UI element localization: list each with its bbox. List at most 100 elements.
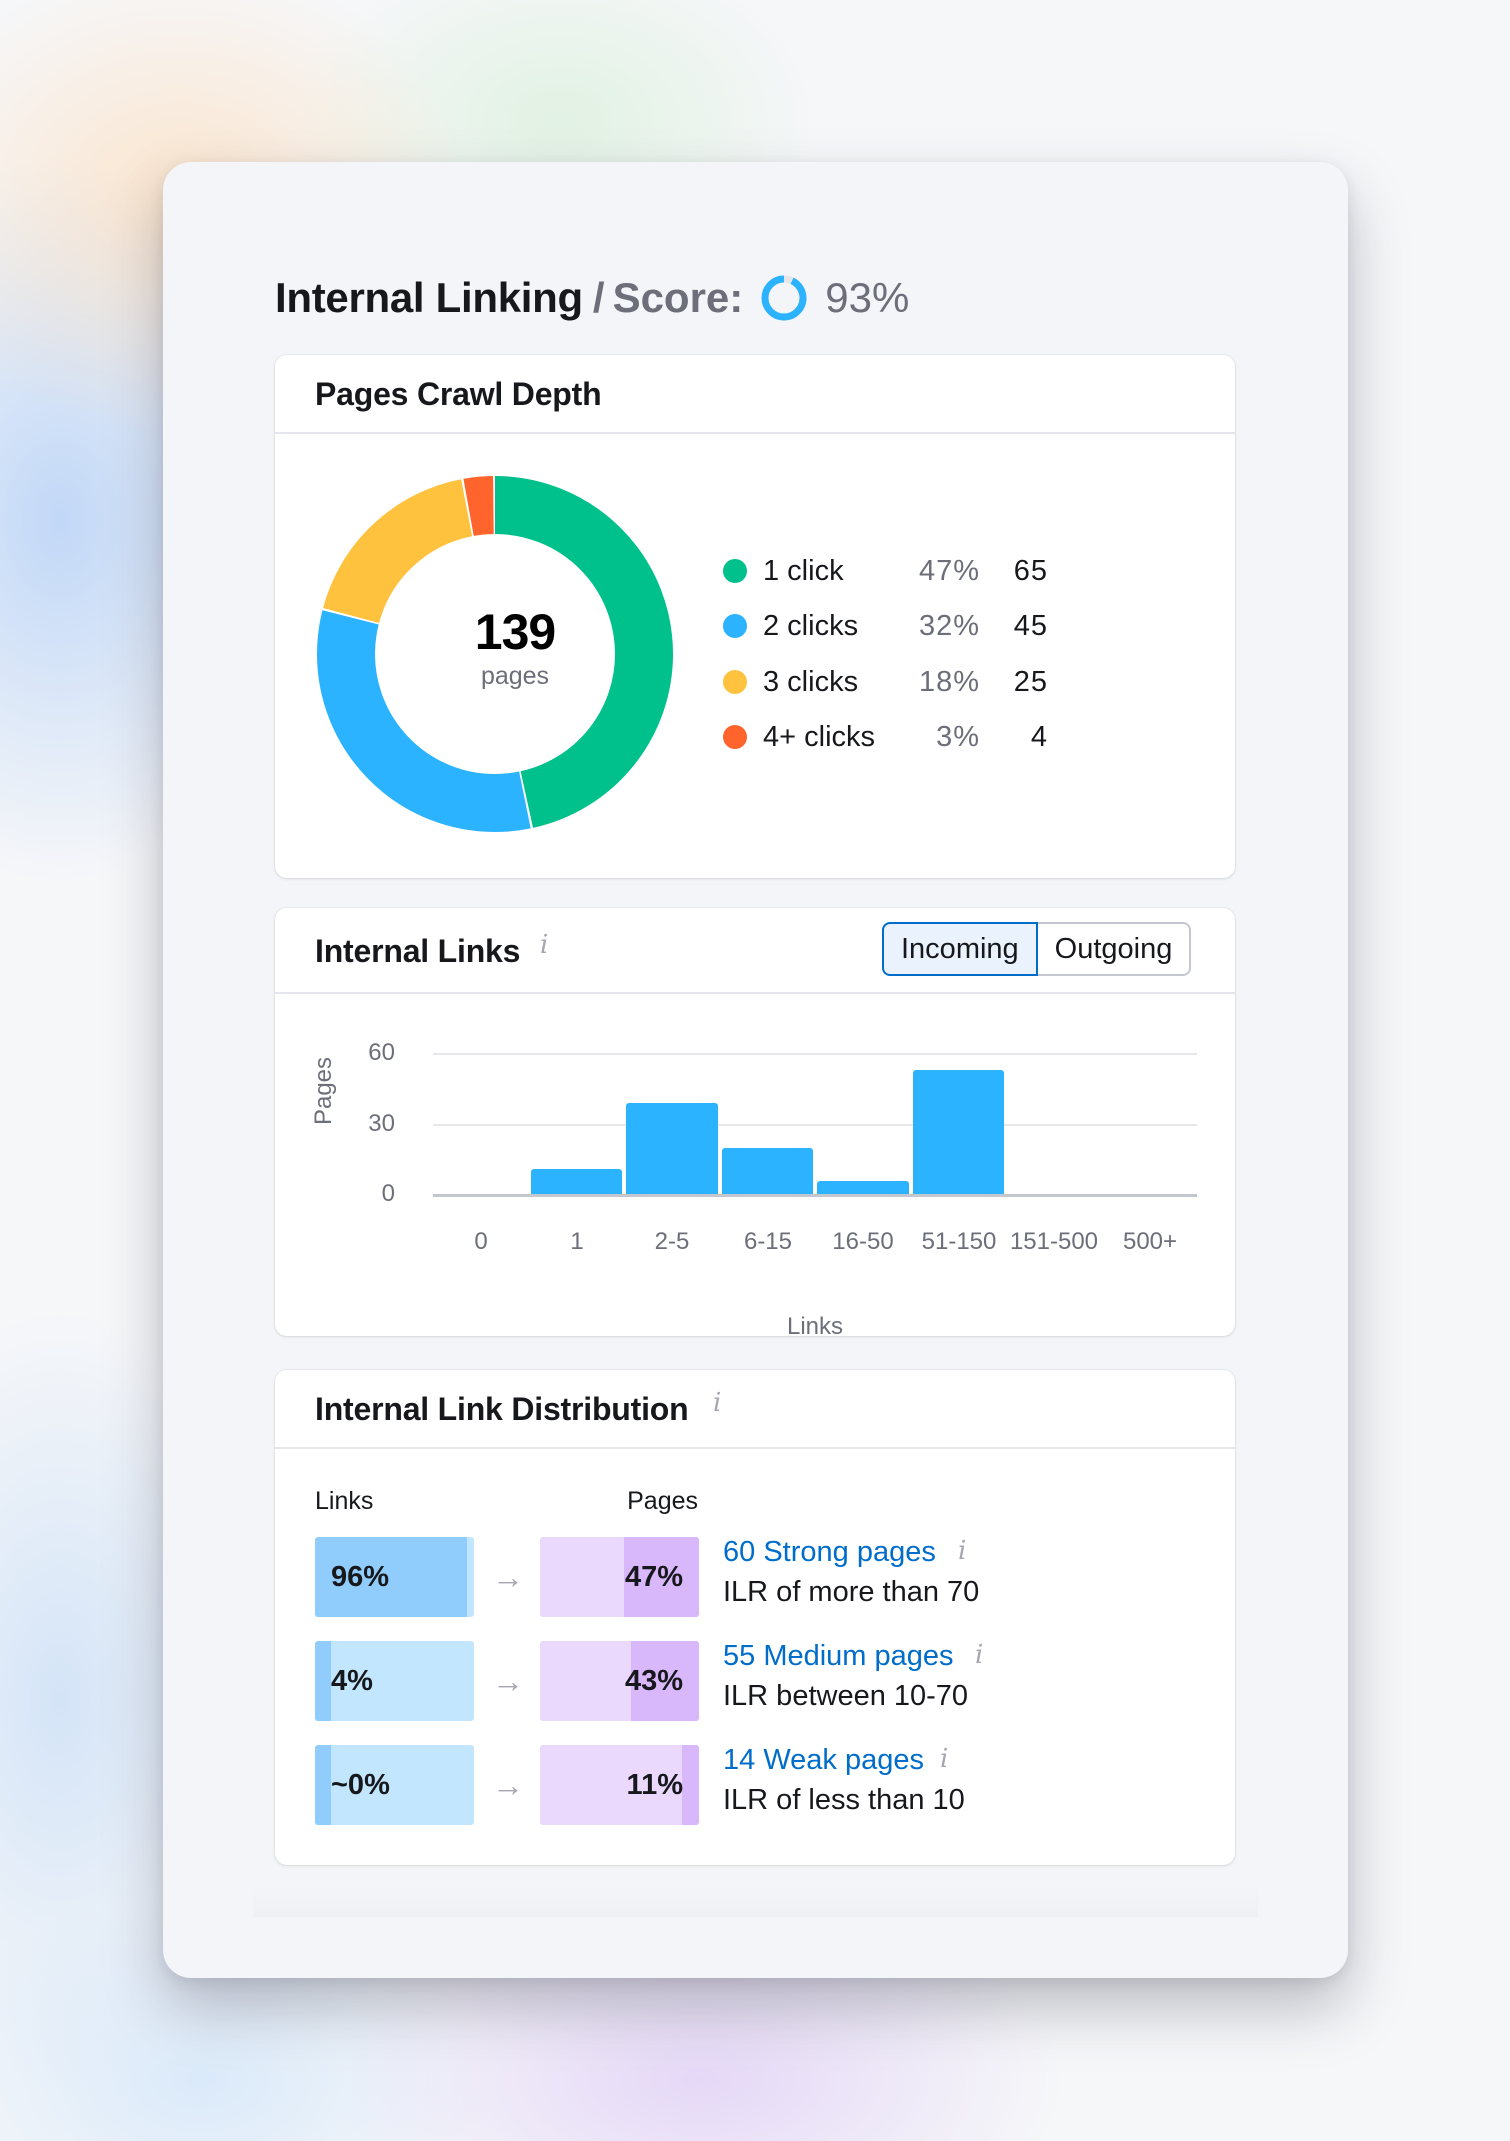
pages-share-value: 11% <box>626 1769 683 1801</box>
page-title: Internal Linking <box>275 274 583 321</box>
info-icon[interactable]: i <box>940 1744 949 1774</box>
x-tick: 6-15 <box>743 1228 793 1255</box>
legend-percent: 3% <box>936 721 980 753</box>
legend-count: 4 <box>1030 721 1048 753</box>
crawl-depth-donut-chart <box>317 476 673 832</box>
legend-label: 1 click <box>763 555 844 587</box>
panel-header: Internal Link Distribution i <box>275 1370 1235 1449</box>
donut-segment[interactable] <box>317 476 673 832</box>
links-share-value: ~0% <box>331 1769 390 1801</box>
crawl-depth-panel: Pages Crawl Depth 139 pages 1 click 47% … <box>275 355 1235 878</box>
legend-count: 25 <box>1013 666 1048 698</box>
legend-item-3-clicks[interactable]: 3 clicks 18% 25 <box>710 662 1070 702</box>
arrow-right-icon: → <box>492 1663 524 1699</box>
y-tick-60: 60 <box>368 1039 395 1066</box>
legend-item-4plus-clicks[interactable]: 4+ clicks 3% 4 <box>710 717 1070 757</box>
panel-title: Pages Crawl Depth <box>315 376 602 412</box>
panel-title: Internal Links <box>315 933 521 969</box>
strong-pages-description: ILR of more than 70 <box>723 1576 980 1608</box>
score-label: Score: <box>612 274 744 321</box>
y-axis-label: Pages <box>310 1056 337 1126</box>
legend-item-1-click[interactable]: 1 click 47% 65 <box>710 551 1070 591</box>
x-axis-label: Links <box>786 1313 844 1340</box>
bar-1[interactable] <box>530 1169 622 1195</box>
links-share-value: 4% <box>331 1665 373 1697</box>
x-tick: 1 <box>570 1228 584 1255</box>
bar-2-5[interactable] <box>626 1103 718 1195</box>
card-footer-strip <box>253 1887 1258 1917</box>
bar-6-15[interactable] <box>721 1148 813 1195</box>
legend-dot-icon <box>723 725 747 749</box>
x-axis-line <box>433 1194 1197 1197</box>
pages-share-bar: 11% <box>540 1745 699 1825</box>
arrow-right-icon: → <box>492 1767 524 1803</box>
strong-pages-link[interactable]: 60 Strong pages <box>723 1536 936 1568</box>
panel-header: Pages Crawl Depth <box>275 355 1235 434</box>
x-tick: 16-50 <box>832 1228 894 1255</box>
links-share-fill <box>315 1537 467 1617</box>
pages-share-fill <box>631 1641 699 1721</box>
donut-total: 139 <box>474 604 556 660</box>
link-distribution-panel: Internal Link Distribution i Links Pages… <box>275 1370 1235 1865</box>
gridline-60 <box>433 1053 1197 1055</box>
internal-links-panel: Internal Links i Incoming Outgoing Pages… <box>275 908 1235 1340</box>
gridline-30 <box>433 1124 1197 1126</box>
legend-percent: 47% <box>918 555 980 587</box>
info-icon[interactable]: i <box>958 1536 967 1566</box>
legend-dot-icon <box>723 670 747 694</box>
score-value: 93% <box>825 274 910 321</box>
legend-item-2-clicks[interactable]: 2 clicks 32% 45 <box>710 606 1070 646</box>
links-share-fill <box>315 1641 331 1721</box>
info-icon[interactable]: i <box>540 930 549 960</box>
legend-count: 45 <box>1013 610 1048 642</box>
pages-share-bar: 43% <box>540 1641 699 1721</box>
legend-percent: 32% <box>918 610 980 642</box>
links-share-value: 96% <box>331 1561 390 1593</box>
outgoing-toggle-button[interactable]: Outgoing <box>1037 922 1192 976</box>
links-share-bar: ~0% <box>315 1745 474 1825</box>
links-column-header: Links <box>315 1487 374 1515</box>
x-tick: 500+ <box>1122 1228 1178 1255</box>
pages-share-fill <box>624 1537 699 1617</box>
title-separator: / <box>592 274 605 321</box>
info-icon[interactable]: i <box>975 1640 984 1670</box>
legend-label: 3 clicks <box>763 666 859 698</box>
legend-count: 65 <box>1013 555 1048 587</box>
medium-pages-description: ILR between 10-70 <box>723 1680 969 1712</box>
legend-label: 4+ clicks <box>763 721 876 753</box>
legend-dot-icon <box>723 614 747 638</box>
y-tick-0: 0 <box>381 1180 395 1207</box>
pages-share-value: 47% <box>624 1561 683 1593</box>
links-share-bar: 4% <box>315 1641 474 1721</box>
legend-dot-icon <box>723 559 747 583</box>
x-tick: 0 <box>474 1228 488 1255</box>
links-direction-toggle: Incoming Outgoing <box>882 922 1192 976</box>
links-share-bar: 96% <box>315 1537 474 1617</box>
legend-label: 2 clicks <box>763 610 859 642</box>
y-tick-30: 30 <box>368 1110 395 1137</box>
info-icon[interactable]: i <box>713 1388 722 1418</box>
pages-column-header: Pages <box>627 1487 698 1515</box>
page-title-row: Internal Linking / Score: 93% <box>275 270 909 326</box>
links-share-fill <box>315 1745 331 1825</box>
pages-share-value: 43% <box>624 1665 683 1697</box>
weak-pages-link[interactable]: 14 Weak pages <box>723 1744 924 1776</box>
crawl-depth-legend: 1 click 47% 65 2 clicks 32% 45 3 clicks … <box>710 551 1070 781</box>
pages-share-bar: 47% <box>540 1537 699 1617</box>
panel-title: Internal Link Distribution <box>315 1391 689 1427</box>
medium-pages-link[interactable]: 55 Medium pages <box>723 1640 954 1672</box>
bar-16-50[interactable] <box>817 1180 909 1195</box>
weak-pages-description: ILR of less than 10 <box>723 1784 965 1816</box>
donut-segment[interactable] <box>317 476 673 832</box>
score-ring-icon <box>761 275 807 321</box>
x-tick: 51-150 <box>921 1228 997 1255</box>
arrow-right-icon: → <box>492 1559 524 1595</box>
x-tick: 151-500 <box>1009 1228 1099 1255</box>
donut-total-label: pages <box>480 662 550 690</box>
incoming-toggle-button[interactable]: Incoming <box>882 922 1038 976</box>
x-tick: 2-5 <box>654 1228 690 1255</box>
pages-share-fill <box>682 1745 699 1825</box>
panel-header: Internal Links i Incoming Outgoing <box>275 908 1235 994</box>
legend-percent: 18% <box>918 666 980 698</box>
bar-51-150[interactable] <box>912 1070 1004 1195</box>
